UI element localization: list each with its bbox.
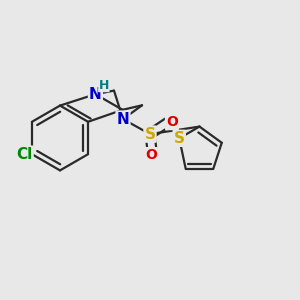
Text: S: S <box>145 127 155 142</box>
Text: O: O <box>145 148 157 162</box>
Text: O: O <box>166 115 178 129</box>
Text: N: N <box>89 87 102 102</box>
Text: Cl: Cl <box>16 147 33 162</box>
Text: S: S <box>174 131 185 146</box>
Text: H: H <box>99 79 109 92</box>
Text: N: N <box>117 112 129 127</box>
